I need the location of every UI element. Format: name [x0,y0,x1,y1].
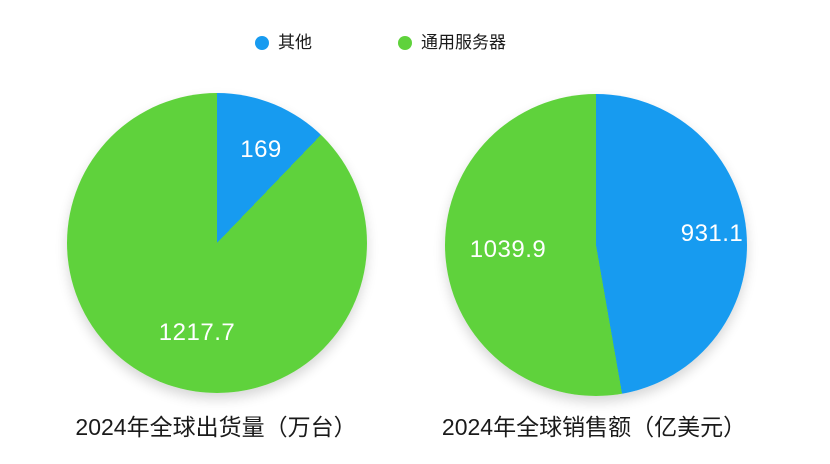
legend-swatch-general-server-icon [398,35,412,50]
slice-value-shipments-general-server: 1217.7 [158,319,236,346]
slice-value-revenue-other: 931.1 [680,220,744,247]
legend-label-general-server: 通用服务器 [421,33,506,52]
slice-value-shipments-other: 169 [240,136,282,163]
legend-label-other: 其他 [278,33,312,52]
slice-value-revenue-general-server: 1039.9 [469,236,547,263]
chart-title-shipments: 2024年全球出货量（万台） [75,414,357,440]
legend-item-general-server: 通用服务器 [398,34,506,51]
pie-revenue: 931.1 1039.9 [445,94,747,396]
chart-title-revenue: 2024年全球销售额（亿美元） [441,414,747,440]
legend-item-other: 其他 [255,34,312,51]
pie-shipments: 169 1217.7 [67,93,367,393]
legend-swatch-other-icon [255,35,269,50]
